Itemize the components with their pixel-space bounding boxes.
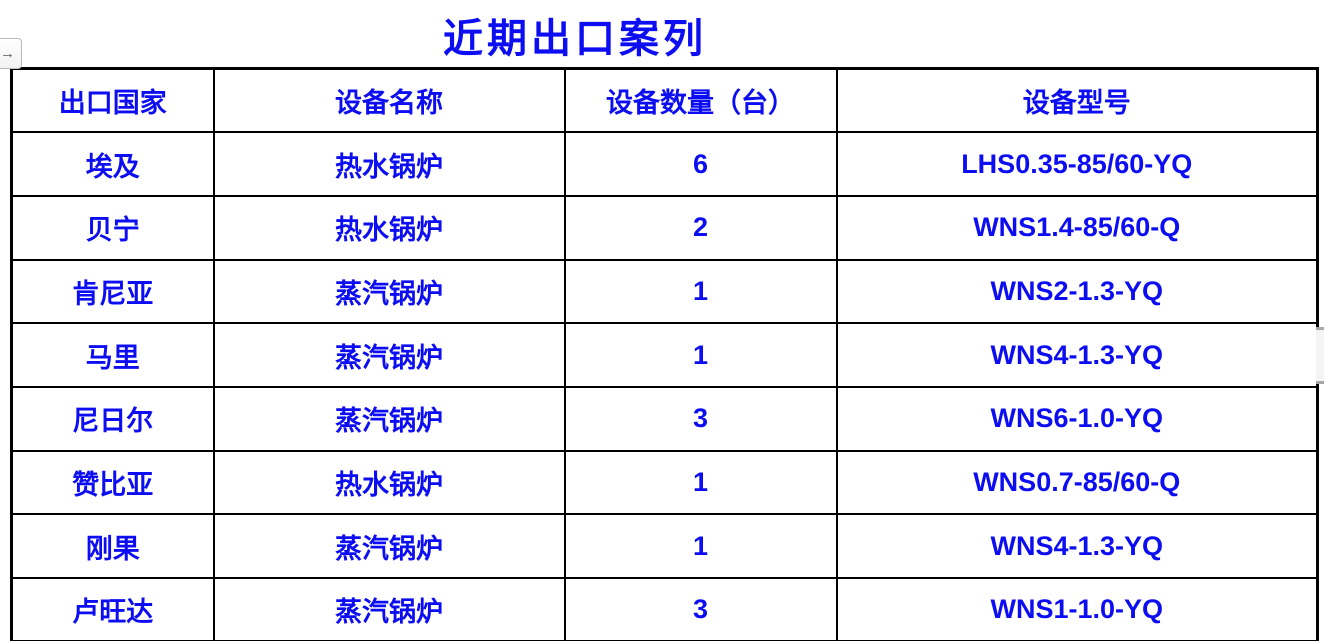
column-header: 设备名称 <box>212 67 566 134</box>
table-row: 肯尼亚 蒸汽锅炉 1 WNS2-1.3-YQ <box>10 258 1319 325</box>
table-row: 赞比亚 热水锅炉 1 WNS0.7-85/60-Q <box>10 449 1319 516</box>
table-cell: 6 <box>563 131 838 197</box>
table-cell: 肯尼亚 <box>10 258 215 325</box>
table-cell: LHS0.35-85/60-YQ <box>835 131 1319 197</box>
table-row: 卢旺达 蒸汽锅炉 3 WNS1-1.0-YQ <box>10 577 1319 641</box>
table-cell: 热水锅炉 <box>212 194 566 261</box>
table-cell: 蒸汽锅炉 <box>212 385 566 452</box>
table-header: 出口国家 设备名称 设备数量（台） 设备型号 <box>10 67 1319 134</box>
table-cell: WNS0.7-85/60-Q <box>835 449 1319 516</box>
export-table: 出口国家 设备名称 设备数量（台） 设备型号 埃及 热水锅炉 6 LHS0.35-85/60… <box>10 67 1319 641</box>
table-cell: 埃及 <box>10 131 215 197</box>
header-row: 出口国家 设备名称 设备数量（台） 设备型号 <box>10 67 1319 134</box>
arrow-right-icon: → <box>0 45 15 62</box>
table-row: 埃及 热水锅炉 6 LHS0.35-85/60-YQ <box>10 131 1319 197</box>
table-cell: WNS1.4-85/60-Q <box>835 194 1319 261</box>
table-cell: 蒸汽锅炉 <box>212 322 566 388</box>
table-cell: 3 <box>563 385 838 452</box>
table-cell: 赞比亚 <box>10 449 215 516</box>
scrollbar-thumb[interactable] <box>1316 327 1324 384</box>
table-cell: 蒸汽锅炉 <box>212 513 566 579</box>
table-cell: WNS1-1.0-YQ <box>835 577 1319 641</box>
table-cell: 马里 <box>10 322 215 388</box>
table-row: 尼日尔 蒸汽锅炉 3 WNS6-1.0-YQ <box>10 385 1319 452</box>
table-row: 马里 蒸汽锅炉 1 WNS4-1.3-YQ <box>10 322 1319 388</box>
table-cell: 蒸汽锅炉 <box>212 258 566 325</box>
table-cell: 2 <box>563 194 838 261</box>
table-cell: WNS4-1.3-YQ <box>835 513 1319 579</box>
table-cell: 1 <box>563 513 838 579</box>
table-cell: WNS4-1.3-YQ <box>835 322 1319 388</box>
column-header: 设备型号 <box>835 67 1319 134</box>
table-cell: 卢旺达 <box>10 577 215 641</box>
expand-button[interactable]: → <box>0 38 22 69</box>
table-row: 贝宁 热水锅炉 2 WNS1.4-85/60-Q <box>10 194 1319 261</box>
table-cell: 1 <box>563 449 838 516</box>
page-title: 近期出口案列 <box>443 17 707 61</box>
table-body: 埃及 热水锅炉 6 LHS0.35-85/60-YQ 贝宁 热水锅炉 2 WNS1.4-85/… <box>10 131 1319 641</box>
table-cell: 3 <box>563 577 838 641</box>
table-cell: 贝宁 <box>10 194 215 261</box>
table-cell: 刚果 <box>10 513 215 579</box>
table-cell: 1 <box>563 322 838 388</box>
table-cell: 热水锅炉 <box>212 449 566 516</box>
table-row: 刚果 蒸汽锅炉 1 WNS4-1.3-YQ <box>10 513 1319 579</box>
table-cell: 1 <box>563 258 838 325</box>
table-cell: 热水锅炉 <box>212 131 566 197</box>
table-cell: 尼日尔 <box>10 385 215 452</box>
column-header: 出口国家 <box>10 67 215 134</box>
table-cell: WNS6-1.0-YQ <box>835 385 1319 452</box>
table-cell: WNS2-1.3-YQ <box>835 258 1319 325</box>
column-header: 设备数量（台） <box>563 67 838 134</box>
table-cell: 蒸汽锅炉 <box>212 577 566 641</box>
